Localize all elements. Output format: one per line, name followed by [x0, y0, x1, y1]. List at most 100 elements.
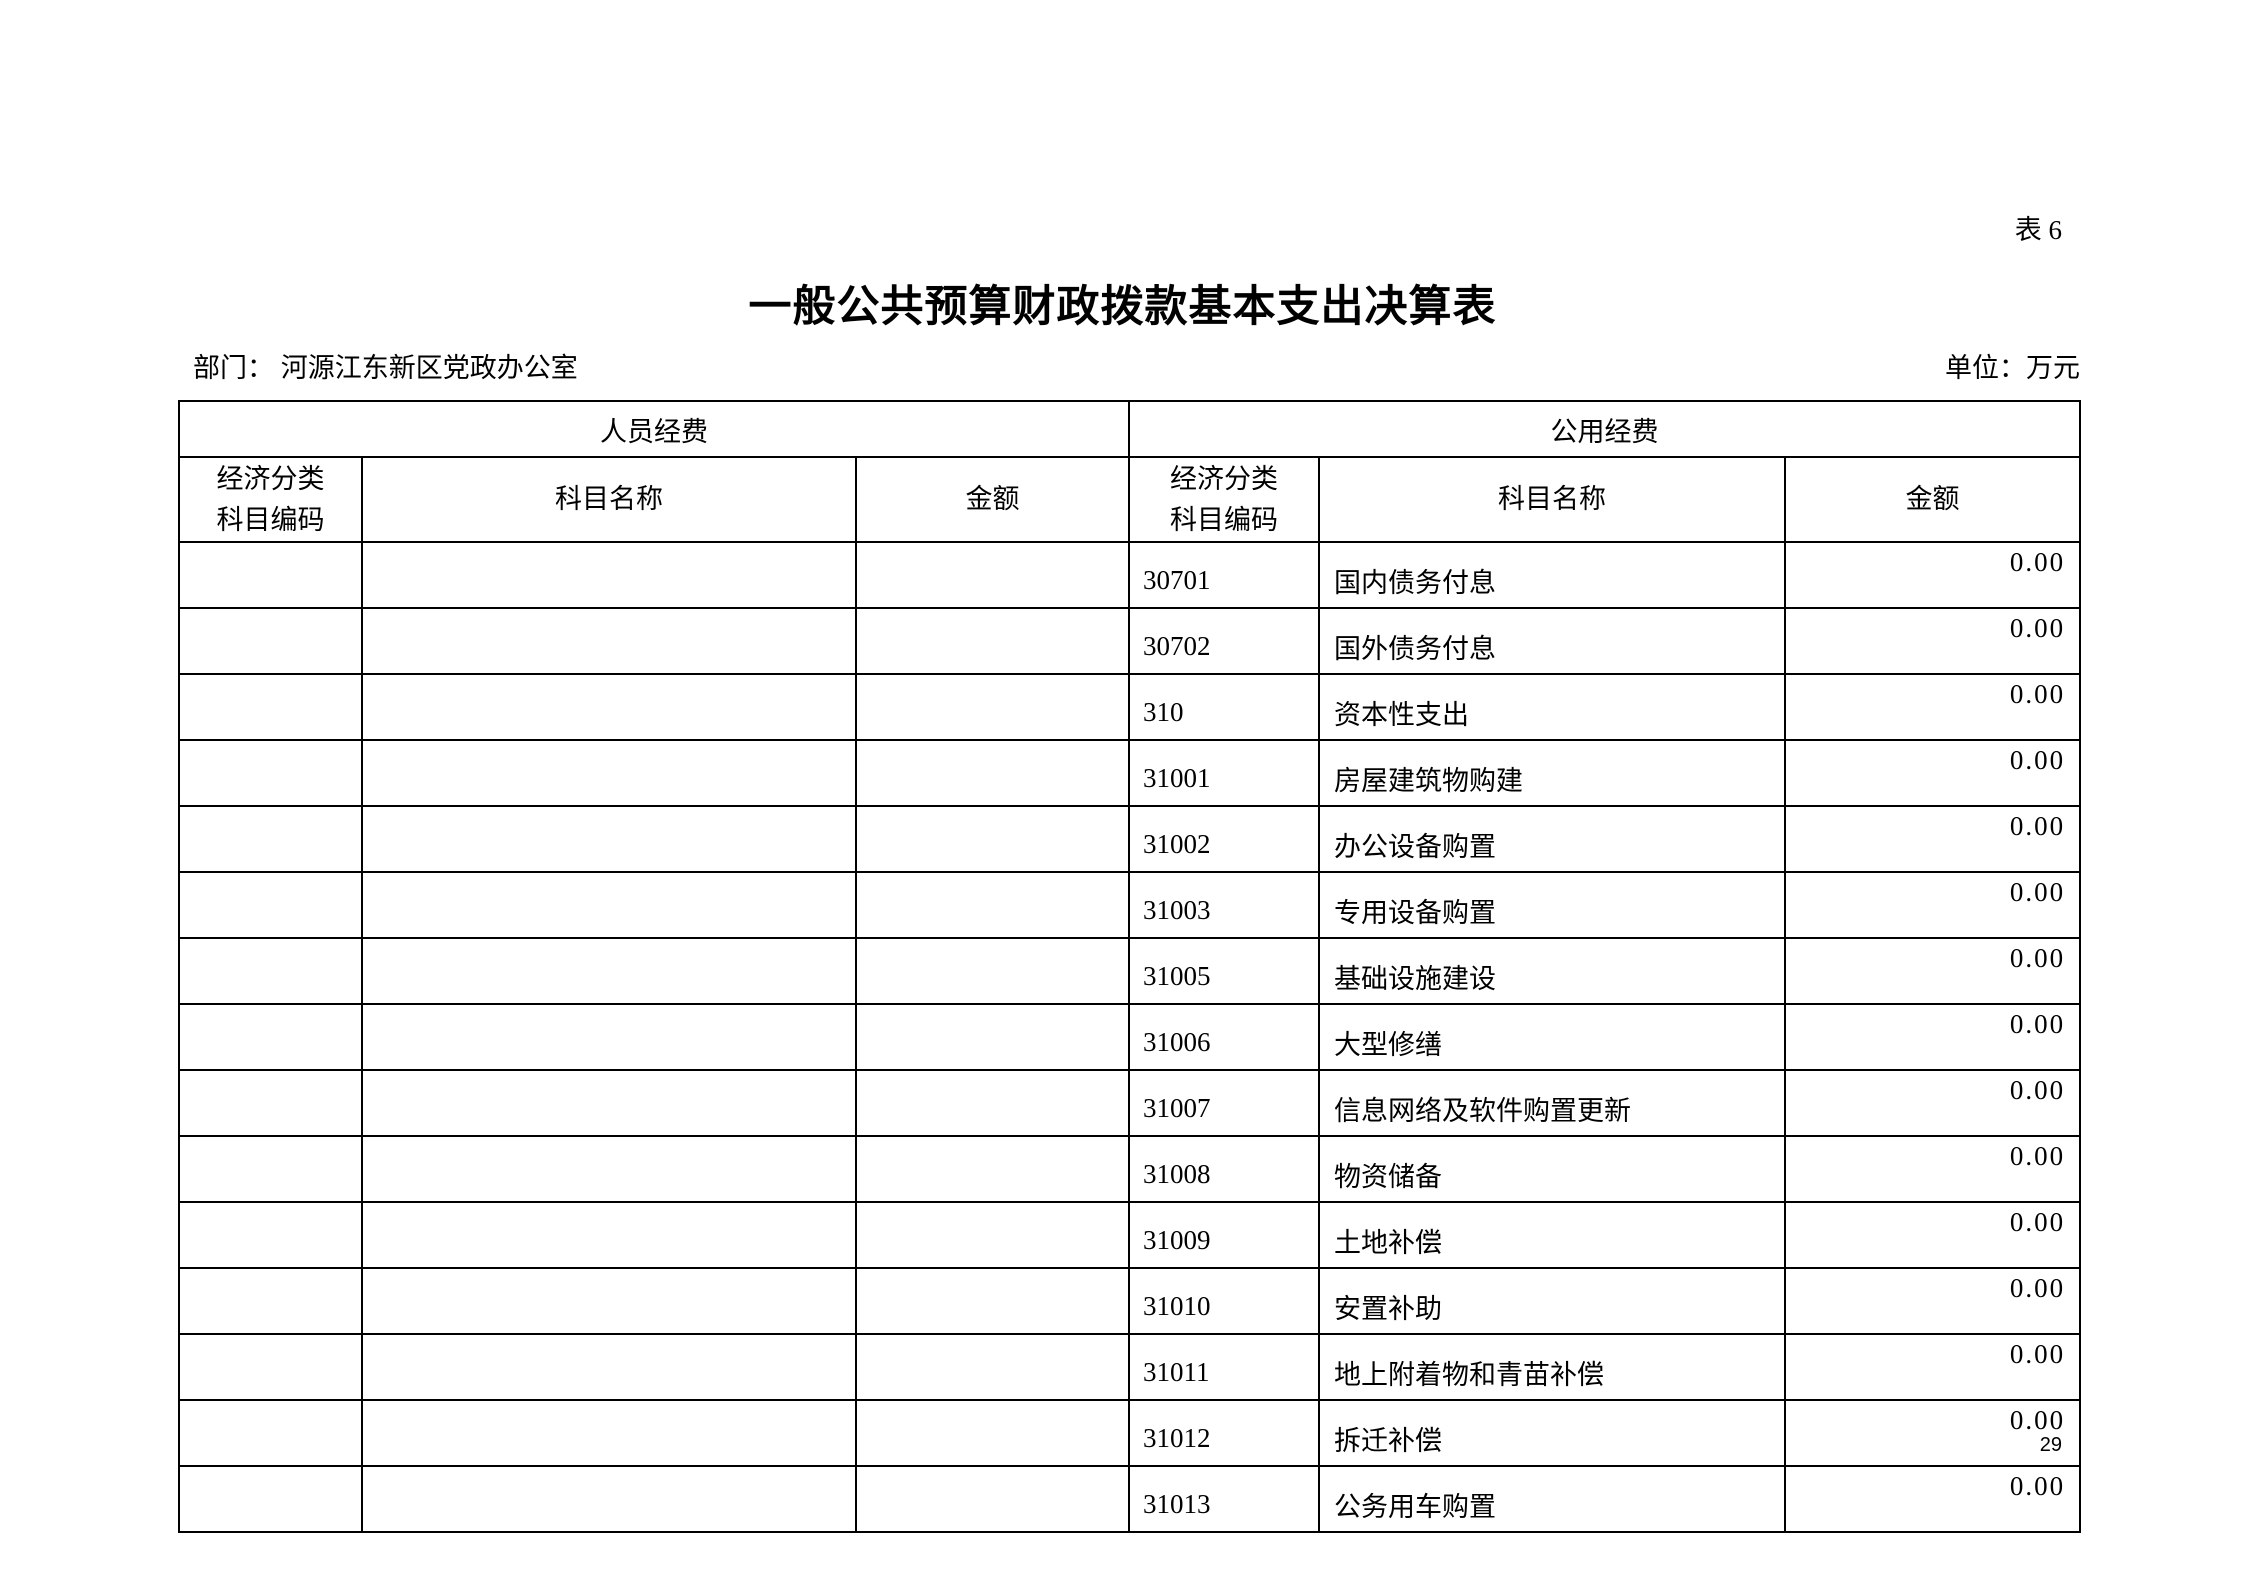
empty-cell: [854, 1135, 1131, 1203]
name-cell: 大型修缮: [1318, 1003, 1787, 1071]
code-cell: 31012: [1128, 1399, 1321, 1467]
empty-cell: [854, 1003, 1131, 1071]
code-cell: 31001: [1128, 739, 1321, 807]
name-cell: 信息网络及软件购置更新: [1318, 1069, 1787, 1137]
name-cell: 房屋建筑物购建: [1318, 739, 1787, 807]
header-amount-public: 金额: [1784, 456, 2082, 543]
empty-cell: [361, 1267, 857, 1335]
table-row: 31007 信息网络及软件购置更新 0.00: [178, 1069, 2082, 1137]
name-cell: 国内债务付息: [1318, 541, 1787, 609]
header-row-groups: 人员经费 公用经费: [177, 400, 2082, 458]
table-row: 31010 安置补助 0.00: [178, 1267, 2082, 1335]
empty-cell: [361, 871, 857, 939]
table-row: 31009 土地补偿 0.00: [178, 1201, 2082, 1269]
code-cell: 31011: [1128, 1333, 1321, 1401]
header-row-columns: 经济分类 科目编码 科目名称 金额 经济分类 科目编码 科目名称 金额: [178, 456, 2082, 543]
amount-cell: 0.00: [1784, 1267, 2082, 1335]
table-number: 表 6: [2014, 215, 2062, 245]
code-cell: 31013: [1128, 1465, 1321, 1533]
code-cell: 31007: [1128, 1069, 1321, 1137]
header-code-public: 经济分类 科目编码: [1128, 456, 1321, 543]
table-row: 31001 房屋建筑物购建 0.00: [178, 739, 2082, 807]
empty-cell: [854, 1069, 1131, 1137]
header-code-line2: 科目编码: [1170, 504, 1279, 535]
unit-label: 单位：万元: [1945, 353, 2080, 383]
name-cell: 办公设备购置: [1318, 805, 1787, 873]
amount-cell: 0.00: [1784, 1135, 2082, 1203]
code-cell: 31009: [1128, 1201, 1321, 1269]
table-row: 31012 拆迁补偿 0.00: [178, 1399, 2082, 1467]
table-row: 31011 地上附着物和青苗补偿 0.00: [178, 1333, 2082, 1401]
empty-cell: [854, 805, 1131, 873]
header-code-personnel: 经济分类 科目编码: [178, 456, 363, 543]
empty-cell: [178, 739, 363, 807]
empty-cell: [178, 937, 363, 1005]
amount-cell: 0.00: [1784, 1465, 2082, 1533]
code-cell: 31006: [1128, 1003, 1321, 1071]
empty-cell: [854, 607, 1131, 675]
empty-cell: [854, 1267, 1131, 1335]
empty-cell: [178, 871, 363, 939]
amount-cell: 0.00: [1784, 673, 2082, 741]
empty-cell: [854, 1201, 1131, 1269]
header-code-line1: 经济分类: [216, 463, 325, 494]
header-code-line2: 科目编码: [216, 504, 325, 535]
name-cell: 土地补偿: [1318, 1201, 1787, 1269]
amount-cell: 0.00: [1784, 607, 2082, 675]
empty-cell: [854, 1333, 1131, 1401]
amount-cell: 0.00: [1784, 805, 2082, 873]
empty-cell: [854, 937, 1131, 1005]
empty-cell: [854, 739, 1131, 807]
empty-cell: [361, 1399, 857, 1467]
amount-cell: 0.00: [1784, 1399, 2082, 1467]
empty-cell: [361, 673, 857, 741]
name-cell: 国外债务付息: [1318, 607, 1787, 675]
name-cell: 基础设施建设: [1318, 937, 1787, 1005]
empty-cell: [178, 541, 363, 609]
empty-cell: [178, 1465, 363, 1533]
empty-cell: [854, 1399, 1131, 1467]
empty-cell: [854, 871, 1131, 939]
amount-cell: 0.00: [1784, 937, 2082, 1005]
table-row: 30702 国外债务付息 0.00: [178, 607, 2082, 675]
name-cell: 地上附着物和青苗补偿: [1318, 1333, 1787, 1401]
code-cell: 31002: [1128, 805, 1321, 873]
table-row: 31013 公务用车购置 0.00: [178, 1465, 2082, 1533]
table-row: 31003 专用设备购置 0.00: [178, 871, 2082, 939]
name-cell: 物资储备: [1318, 1135, 1787, 1203]
empty-cell: [361, 805, 857, 873]
expenditure-table: 人员经费 公用经费 经济分类 科目编码 科目名称 金额 经济分类 科目编码 科目名称…: [177, 400, 2082, 1533]
code-cell: 30702: [1128, 607, 1321, 675]
empty-cell: [178, 1399, 363, 1467]
header-name-personnel: 科目名称: [361, 456, 857, 543]
page-number: 29: [2039, 1434, 2062, 1456]
empty-cell: [361, 739, 857, 807]
header-name-public: 科目名称: [1318, 456, 1787, 543]
empty-cell: [361, 1201, 857, 1269]
amount-cell: 0.00: [1784, 739, 2082, 807]
page-title: 一般公共预算财政拨款基本支出决算表: [748, 284, 1497, 331]
amount-cell: 0.00: [1784, 871, 2082, 939]
table-row: 31002 办公设备购置 0.00: [178, 805, 2082, 873]
code-cell: 31003: [1128, 871, 1321, 939]
empty-cell: [178, 607, 363, 675]
department-label: 部门： 河源江东新区党政办公室: [193, 353, 578, 383]
empty-cell: [361, 541, 857, 609]
code-cell: 31005: [1128, 937, 1321, 1005]
empty-cell: [361, 1069, 857, 1137]
amount-cell: 0.00: [1784, 541, 2082, 609]
empty-cell: [178, 1003, 363, 1071]
table-row: 31006 大型修缮 0.00: [178, 1003, 2082, 1071]
empty-cell: [854, 541, 1131, 609]
code-cell: 30701: [1128, 541, 1321, 609]
header-public: 公用经费: [1128, 400, 2082, 458]
empty-cell: [361, 607, 857, 675]
header-personnel: 人员经费: [177, 400, 1131, 458]
table-row: 31008 物资储备 0.00: [178, 1135, 2082, 1203]
empty-cell: [854, 1465, 1131, 1533]
table-row: 310 资本性支出 0.00: [178, 673, 2082, 741]
name-cell: 资本性支出: [1318, 673, 1787, 741]
empty-cell: [178, 1267, 363, 1335]
empty-cell: [178, 1333, 363, 1401]
name-cell: 公务用车购置: [1318, 1465, 1787, 1533]
